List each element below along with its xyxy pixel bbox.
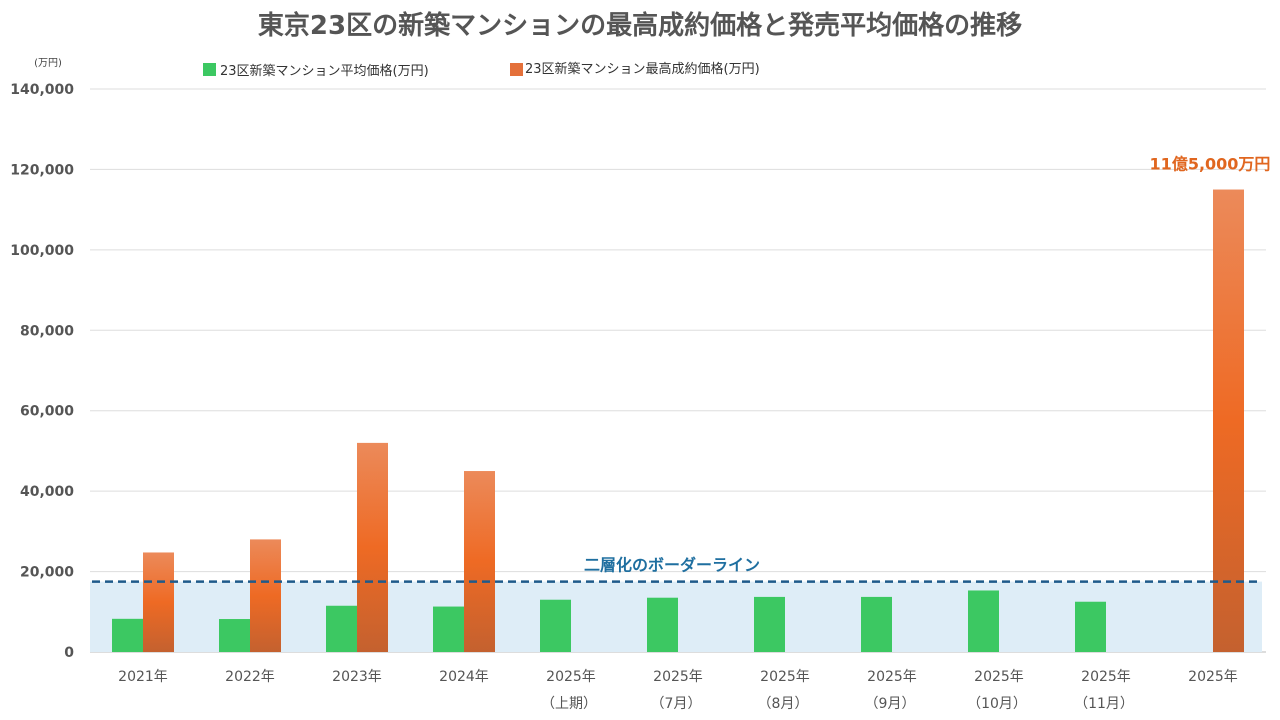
x-tick-label: 2025年 [760,669,810,685]
x-tick-label: 2025年 [1188,669,1238,685]
x-tick-sublabel: （10月） [967,696,1027,712]
x-tick-label: 2021年 [118,669,168,685]
bar-average-price [968,590,999,652]
x-tick-label: 2025年 [546,669,596,685]
reference-line-label: 二層化のボーダーライン [584,556,760,575]
x-tick-label: 2025年 [867,669,917,685]
bar-max-price [250,539,281,652]
x-tick-label: 2025年 [653,669,703,685]
legend-swatch-max [510,63,523,76]
bar-max-price [357,442,388,652]
x-tick-sublabel: （8月） [758,696,809,712]
bar-average-price [540,599,571,652]
y-tick-label: 20,000 [20,565,74,581]
x-tick-label: 2024年 [439,669,489,685]
legend: 23区新築マンション平均価格(万円) 23区新築マンション最高成約価格(万円) [203,61,760,79]
y-tick-label: 140,000 [10,82,74,98]
bar-average-price [1075,601,1106,652]
y-tick-label: 60,000 [20,404,74,420]
x-tick-sublabel: （7月） [651,696,702,712]
bar-average-price [112,618,143,652]
bar-average-price [219,619,250,652]
bar-average-price [433,606,464,652]
legend-label-average: 23区新築マンション平均価格(万円) [220,63,429,79]
y-tick-label: 120,000 [10,162,74,178]
data-label-max-price: 11億5,000万円 [1150,155,1271,174]
bar-average-price [861,596,892,652]
x-tick-sublabel: （上期） [541,696,597,712]
legend-label-max: 23区新築マンション最高成約価格(万円) [525,61,760,77]
y-tick-label: 100,000 [10,243,74,259]
x-tick-label: 2025年 [1081,669,1131,685]
chart-title: 東京23区の新築マンションの最高成約価格と発売平均価格の推移 [258,10,1022,41]
x-tick-label: 2023年 [332,669,382,685]
bar-average-price [754,596,785,652]
y-axis-unit: (万円) [34,58,62,69]
x-tick-label: 2022年 [225,669,275,685]
bar-average-price [647,597,678,652]
bar-max-price [143,552,174,652]
y-tick-label: 40,000 [20,484,74,500]
y-tick-label: 0 [64,645,74,661]
bar-max-price [1213,189,1244,653]
legend-swatch-average [203,63,216,76]
x-tick-sublabel: （11月） [1074,696,1134,712]
x-tick-sublabel: （9月） [865,696,916,712]
bar-max-price [464,471,495,652]
y-tick-label: 80,000 [20,323,74,339]
x-tick-label: 2025年 [974,669,1024,685]
bar-average-price [326,605,357,652]
